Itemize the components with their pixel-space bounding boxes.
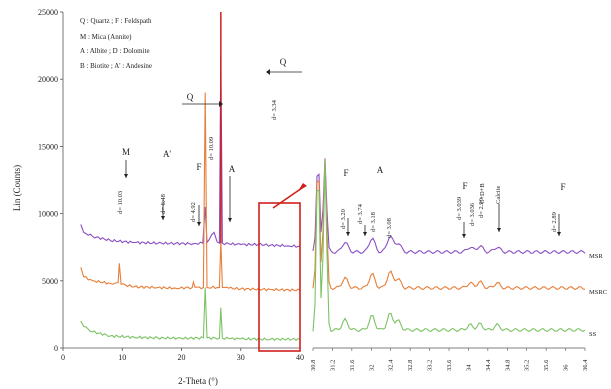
- inset-series-label: MSR: [589, 253, 603, 260]
- inset-annotation-letter: F: [560, 182, 565, 192]
- inset-series-label: SS: [589, 331, 597, 338]
- x-tick-label: 30: [237, 353, 245, 362]
- annotation-arrowhead: [363, 232, 367, 236]
- inset-x-tick-label: 31.6: [349, 359, 356, 371]
- inset-series-line-msr: [312, 158, 586, 255]
- zoom-arrow-head: [298, 183, 307, 191]
- annotation-arrowhead: [228, 218, 232, 222]
- x-axis-title: 2-Theta (°): [178, 376, 218, 386]
- series-line-msrc: [80, 92, 301, 292]
- inset-x-tick-label: 32: [368, 365, 375, 372]
- annotation-arrowhead: [161, 216, 165, 220]
- x-tick-label: 10: [118, 353, 126, 362]
- inset-x-tick-label: 34: [465, 364, 472, 371]
- inset-axes: 30.8 31.2 31.6 32 32.4 32.8 33.2 33.6 34 34.4 34.8…: [310, 347, 589, 372]
- annotation-arrowhead: [497, 228, 501, 232]
- x-tick-label: 40: [296, 353, 304, 362]
- inset-series: MSR MSRC SS: [312, 158, 607, 338]
- x-tick-label: 0: [61, 353, 65, 362]
- inset-x-tick-label: 36.4: [582, 359, 589, 371]
- inset-annotation-d-label: d= 3.039: [456, 197, 463, 220]
- main-series: [80, 12, 301, 342]
- annotation-arrowhead: [124, 174, 128, 178]
- inset-x-tick-label: 32.4: [388, 359, 395, 371]
- inset-annotation-letter: Calcite: [495, 185, 502, 204]
- series-line-ss: [80, 287, 301, 342]
- inset-annotation-d-label: d= 3.08: [386, 218, 393, 238]
- annotation-letter-m: M: [122, 147, 130, 157]
- inset-annotation-d-label: d= 2.90: [478, 198, 485, 218]
- inset-annotation-letter: A: [377, 165, 384, 175]
- annotation-d-label: d= 6.48: [160, 194, 167, 214]
- annotation-d-label: d= 10.09: [208, 137, 215, 160]
- annotation-d-label: d= 4.92: [190, 202, 197, 222]
- inset-x-tick-label: 33.2: [427, 360, 434, 371]
- y-tick-label: 20000: [38, 75, 58, 84]
- y-tick-label: 25000: [38, 8, 58, 17]
- inset-annotation-letter: F: [462, 181, 467, 191]
- x-tick-label: 20: [178, 353, 186, 362]
- y-tick-label: 10000: [38, 210, 58, 219]
- inset-x-tick-label: 34.4: [485, 359, 492, 371]
- inset-annotation-d-label: d= 3.036: [469, 202, 476, 226]
- legend-line-2: M : Mica (Annite): [80, 33, 132, 41]
- annotation-d-label: d= 3.34: [271, 99, 278, 120]
- legend-line-1: Q : Quartz ; F : Feldspath: [80, 17, 152, 25]
- inset-annotation-d-label: d= 3.74: [357, 203, 364, 224]
- annotation-arrowhead: [197, 222, 201, 226]
- zoom-box: [258, 202, 301, 352]
- inset-series-line-msrc: [312, 159, 586, 291]
- legend-line-3: A : Albite ; D : Dolomite: [80, 47, 150, 55]
- annotation-arrowhead: [557, 232, 561, 236]
- inset-x-tick-label: 35.2: [524, 360, 531, 371]
- inset-annotation-d-label: d= 3.18: [370, 212, 377, 232]
- annotation-arrowhead: [219, 101, 223, 107]
- inset-x-tick-label: 34.8: [504, 360, 511, 371]
- annotation-arrowhead: [346, 232, 350, 236]
- inset-annotation-d-label: d= 2.89: [551, 212, 558, 232]
- series-line-msr: [80, 52, 301, 248]
- inset-annotation-letter: F: [343, 168, 348, 178]
- inset-x-tick-label: 31.2: [329, 360, 336, 371]
- main-annotations: Md= 10.03 A' d= 6.48 Fd= 4.92 Qd= 10.09 A Qd= …: [117, 57, 302, 226]
- inset-series-label: MSRC: [589, 289, 607, 296]
- inset-x-tick-label: 36: [563, 364, 570, 371]
- annotation-letter-q-top: Q: [280, 57, 287, 67]
- inset-x-tick-label: 32.8: [407, 360, 414, 371]
- inset-x-tick-label: 33.6: [446, 359, 453, 371]
- annotation-letter-a: A: [229, 164, 236, 174]
- annotation-letter-q: Q: [187, 92, 194, 102]
- main-axes: 0 5000 10000 15000 20000 25000 0 10 20 30 40: [38, 8, 304, 362]
- annotation-arrowhead: [462, 234, 466, 238]
- inset-annotation-letter: C+D+B: [479, 183, 486, 204]
- zoom-arrow-line: [272, 187, 303, 209]
- legend: Q : Quartz ; F : Feldspath M : Mica (Ann…: [80, 17, 152, 70]
- legend-line-4: B : Biotite ; A' : Andesine: [80, 62, 152, 70]
- inset-x-tick-label: 30.8: [310, 360, 317, 371]
- y-axis-title: Lin (Counts): [12, 165, 22, 211]
- inset-x-tick-label: 35.6: [543, 359, 550, 371]
- annotation-letter-f: F: [196, 162, 201, 172]
- inset-annotations: Fd= 3.20 d= 3.74 Ad= 3.18 d= 3.08 Fd= 3.039 d…: [340, 165, 566, 238]
- y-tick-label: 15000: [38, 142, 58, 151]
- inset-annotation-d-label: d= 3.20: [340, 209, 347, 229]
- y-tick-label: 5000: [42, 277, 58, 286]
- annotation-d-label: d= 10.03: [117, 191, 124, 214]
- annotation-letter-a-prime: A': [163, 149, 171, 159]
- y-tick-label: 0: [54, 344, 58, 353]
- annotation-arrowhead: [266, 69, 270, 75]
- inset-series-line-ss: [312, 159, 586, 333]
